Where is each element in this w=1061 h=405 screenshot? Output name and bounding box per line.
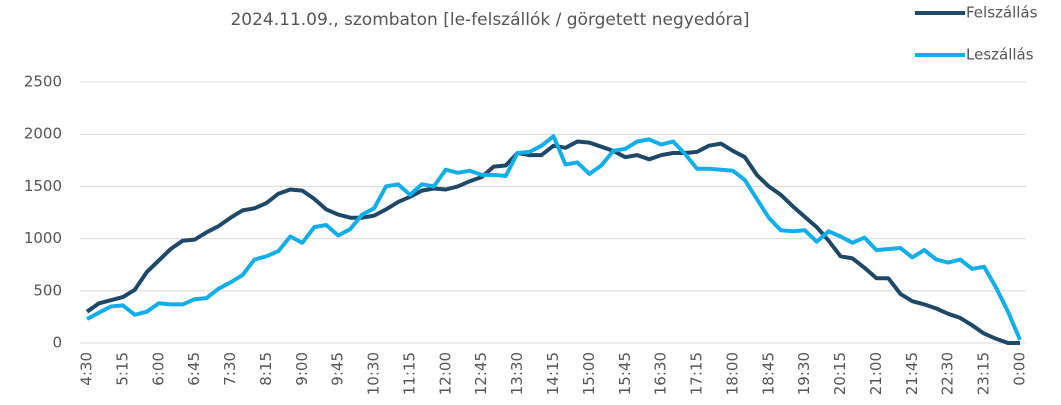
x-tick-label: 17:15: [688, 352, 706, 395]
series-line: [85, 139, 1020, 345]
x-tick-label: 18:00: [723, 352, 741, 395]
x-tick-label: 7:30: [221, 352, 239, 386]
x-tick-label: 12:00: [436, 352, 454, 395]
y-tick-label: 2500: [24, 73, 62, 91]
x-tick-label: 8:15: [257, 352, 275, 386]
legend-label: Leszállás: [966, 46, 1034, 64]
x-tick-label: 15:00: [580, 352, 598, 395]
y-tick-label: 1000: [24, 229, 62, 247]
y-tick-label: 500: [33, 281, 62, 299]
x-tick-label: 12:45: [472, 352, 490, 395]
x-tick-label: 15:45: [616, 352, 634, 395]
x-tick-label: 11:15: [400, 352, 418, 395]
x-tick-label: 5:15: [113, 352, 131, 386]
x-tick-label: 23:15: [975, 352, 993, 395]
x-tick-label: 10:30: [365, 352, 383, 395]
x-tick-label: 19:30: [795, 352, 813, 395]
y-tick-label: 1500: [24, 177, 62, 195]
series-line: [86, 134, 1022, 341]
x-tick-label: 21:45: [903, 352, 921, 395]
y-tick-label: 2000: [24, 125, 62, 143]
x-tick-label: 9:45: [329, 352, 347, 386]
x-tick-label: 9:00: [293, 352, 311, 386]
x-tick-label: 4:30: [78, 352, 96, 386]
x-tick-label: 6:00: [149, 352, 167, 386]
x-tick-label: 22:30: [939, 352, 957, 395]
x-tick-label: 18:45: [759, 352, 777, 395]
x-tick-label: 6:45: [185, 352, 203, 386]
y-tick-label: 0: [52, 334, 62, 352]
x-tick-label: 14:15: [544, 352, 562, 395]
chart-subtitle: 2024.11.09., szombaton [le-felszállók / …: [230, 10, 749, 30]
x-tick-label: 16:30: [652, 352, 670, 395]
legend-label: Felszállás: [966, 4, 1038, 22]
x-tick-label: 13:30: [508, 352, 526, 395]
x-tick-label: 0:00: [1011, 352, 1029, 386]
x-tick-label: 20:15: [831, 352, 849, 395]
x-tick-label: 21:00: [867, 352, 885, 395]
